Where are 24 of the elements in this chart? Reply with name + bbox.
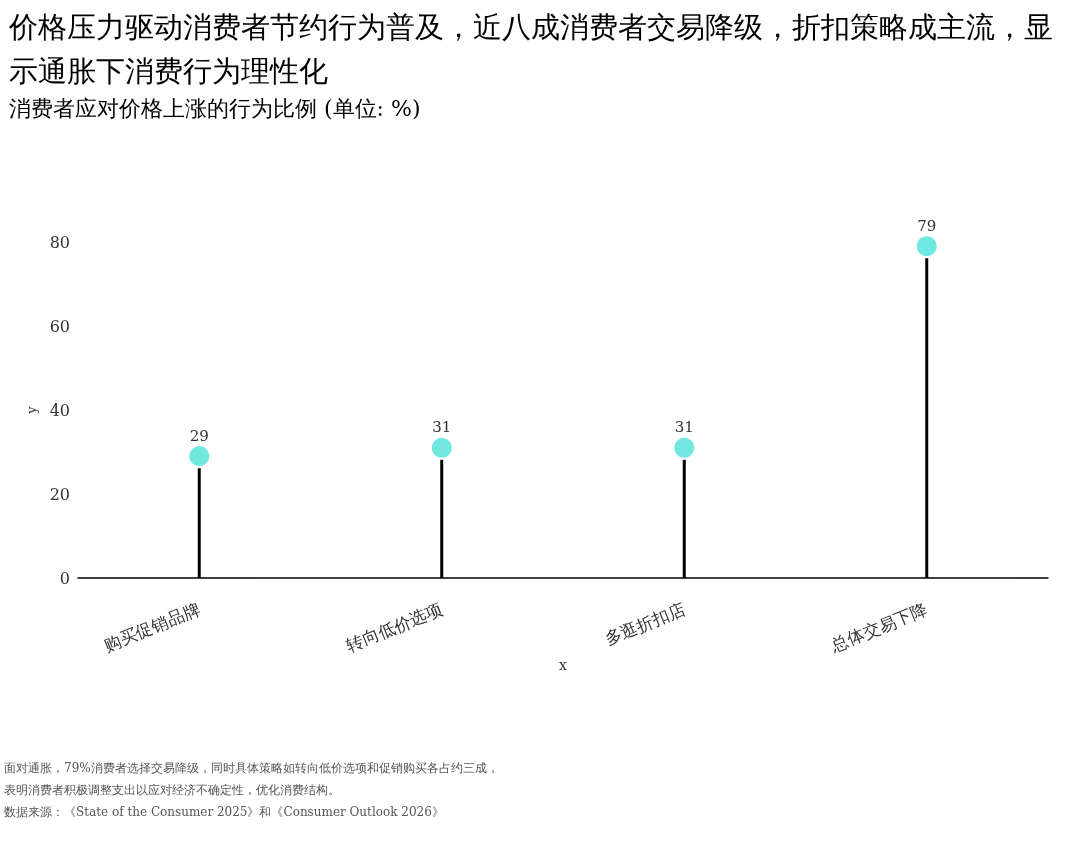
- chart-title: 价格压力驱动消费者节约行为普及，近八成消费者交易降级，折扣策略成主流，显示通胀下消费行为理性化: [8, 10, 1053, 88]
- data-label: 29: [189, 426, 209, 445]
- point: [431, 437, 452, 458]
- x-tick-label: 购买促销品牌: [100, 598, 203, 656]
- point: [674, 437, 695, 458]
- y-axis-title: y: [24, 405, 39, 415]
- x-tick-label: 总体交易下降: [827, 598, 931, 656]
- data-label: 31: [432, 418, 452, 437]
- x-tick-label: 多逛折扣店: [601, 598, 688, 650]
- data-label: 31: [674, 418, 694, 437]
- point: [189, 446, 210, 467]
- y-tick-label: 60: [49, 316, 70, 336]
- text: 面对通胀，79%消费者选择交易降级，同时具体策略如转向低价选项和促销购买各占约三成，: [4, 761, 499, 775]
- chart-subtitle: 消费者应对价格上涨的行为比例 (单位: %): [9, 95, 421, 121]
- y-tick-label: 20: [49, 484, 70, 504]
- point: [916, 236, 937, 257]
- source-note: 数据来源：《State of the Consumer 2025》和《Consumer Outlook 2026》: [4, 805, 444, 819]
- x-tick-label: 转向低价选项: [343, 598, 446, 656]
- data-label: 79: [917, 216, 937, 235]
- y-tick-label: 40: [49, 400, 70, 420]
- y-tick-label: 80: [49, 232, 70, 252]
- text: 表明消费者积极调整支出以应对经济不确定性，优化消费结构。: [4, 783, 340, 797]
- x-axis-title: x: [559, 657, 568, 673]
- y-tick-label: 0: [59, 568, 70, 588]
